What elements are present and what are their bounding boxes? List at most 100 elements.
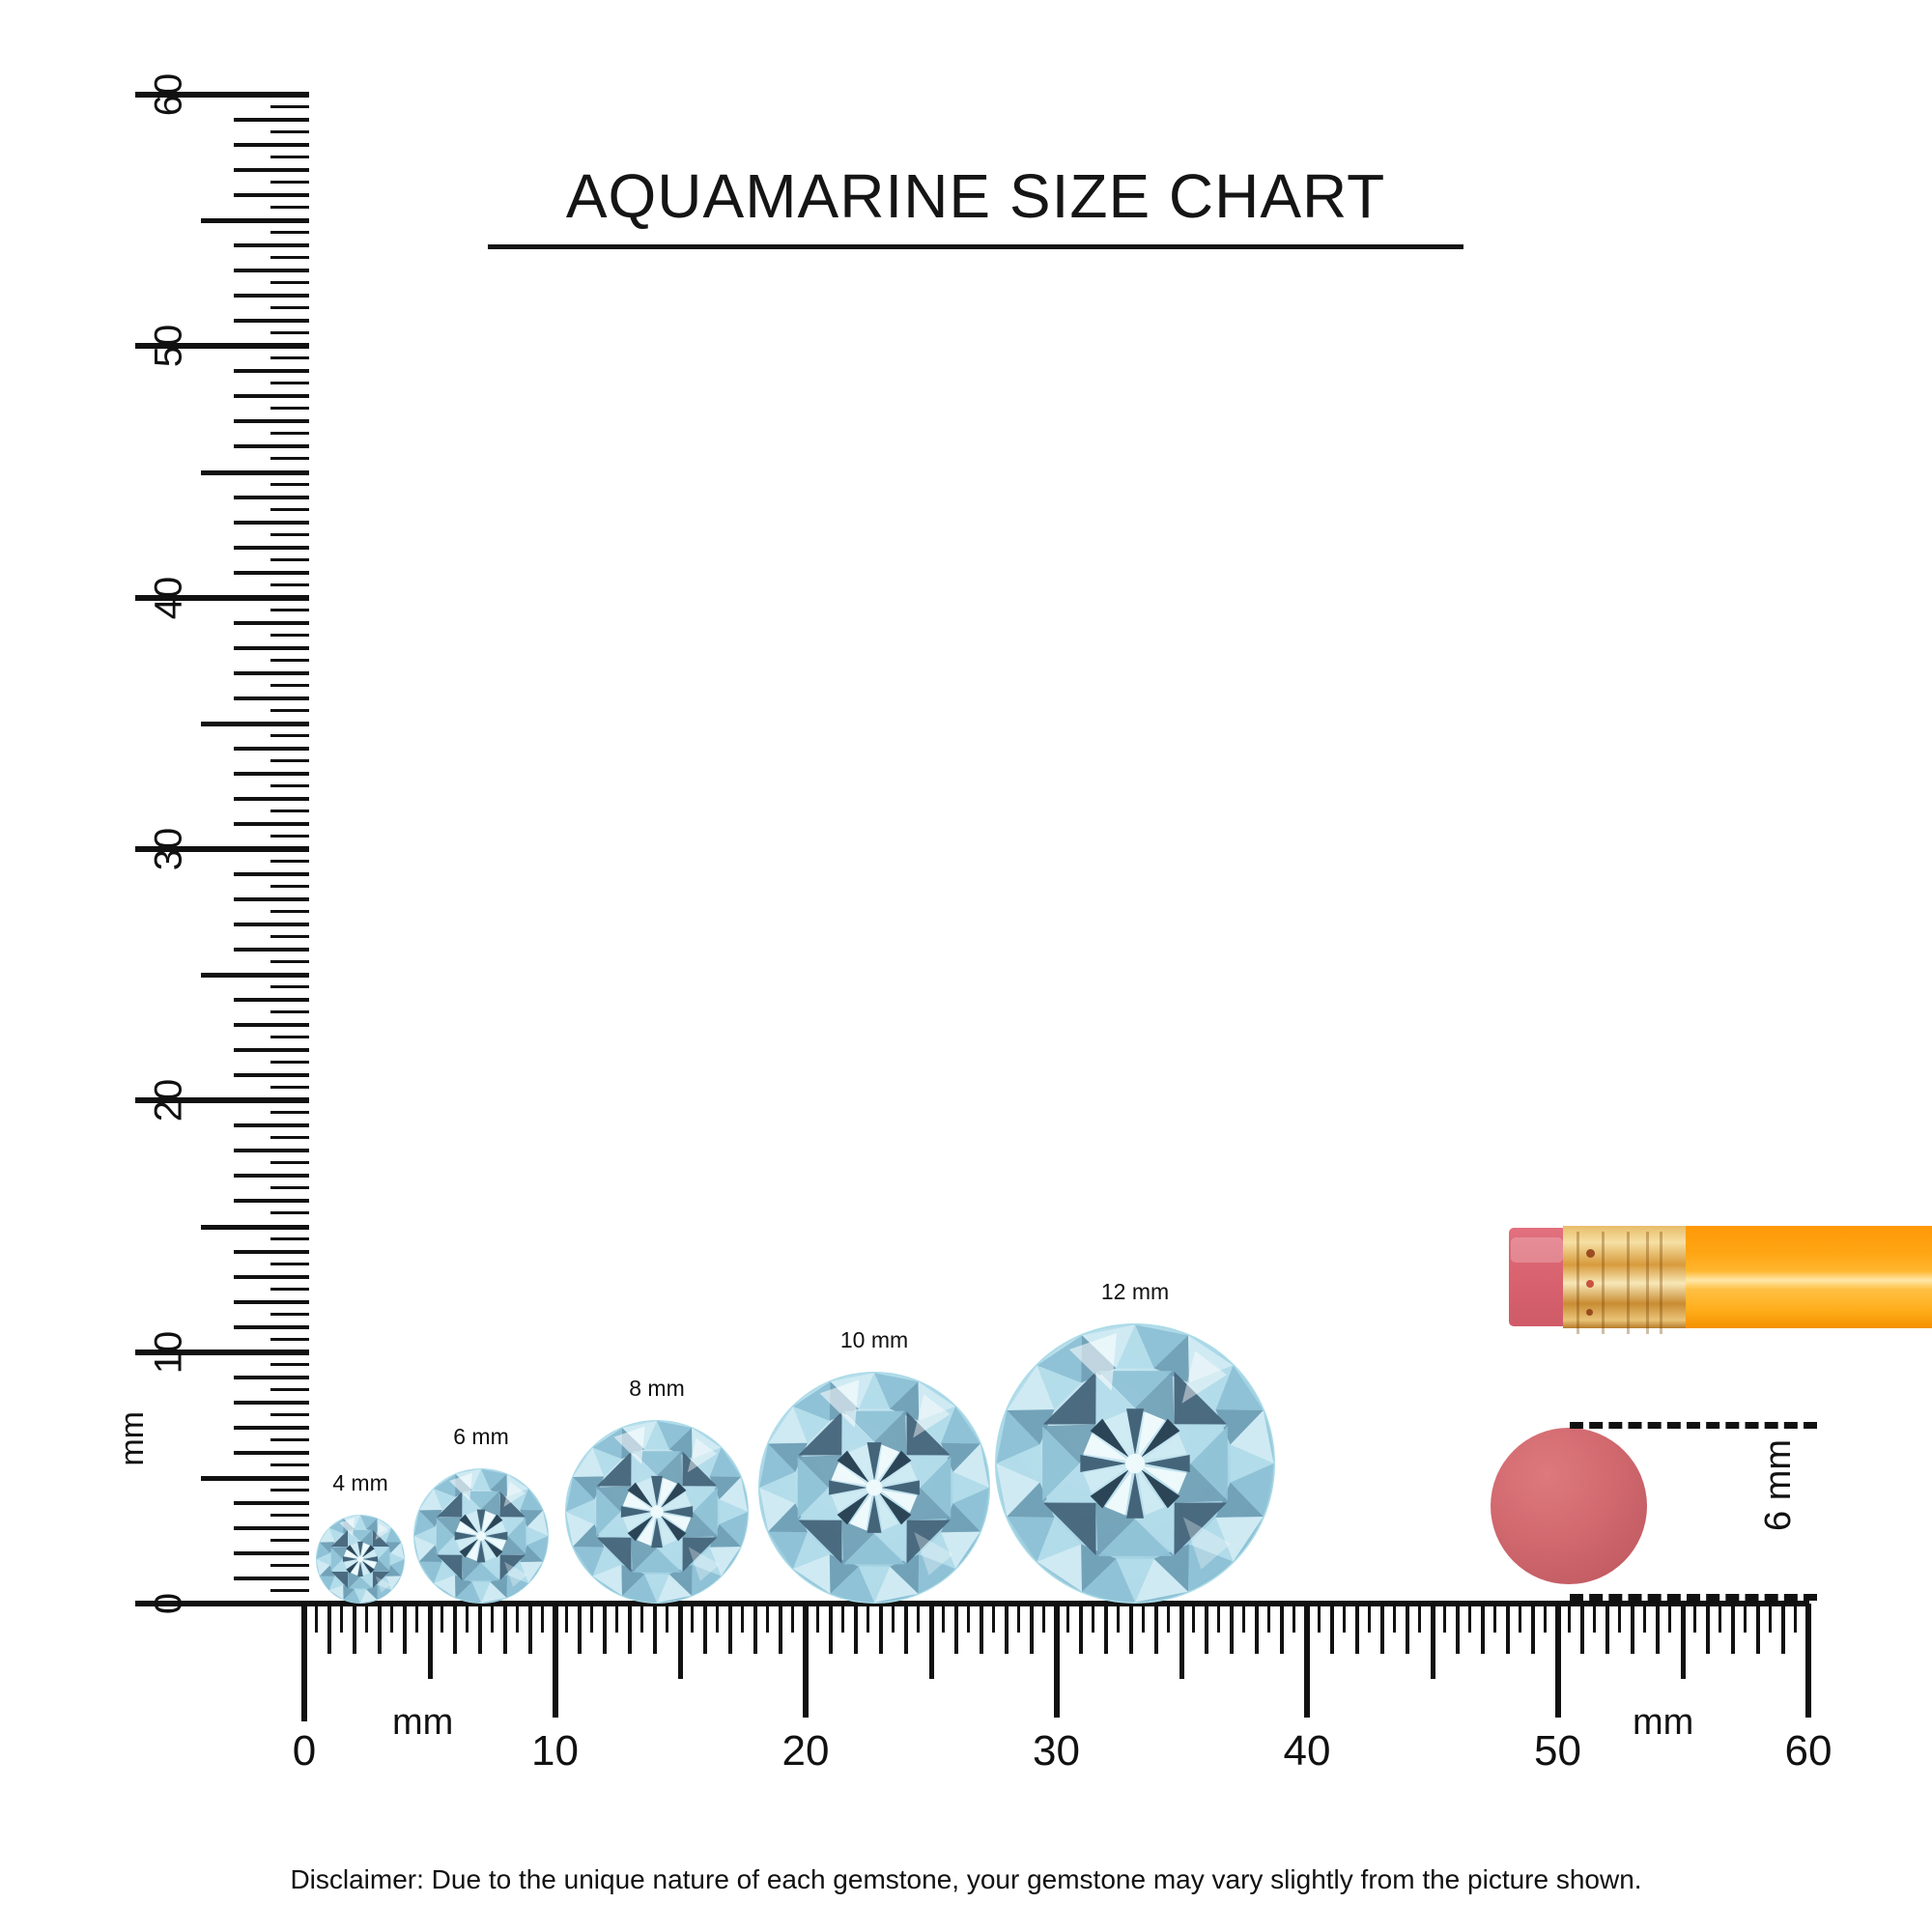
vertical-ruler-tick xyxy=(201,973,309,979)
horizontal-ruler-tick xyxy=(477,1604,482,1654)
vertical-ruler-tick xyxy=(201,1475,309,1481)
horizontal-ruler-tick xyxy=(1781,1604,1786,1654)
horizontal-ruler-tick xyxy=(1079,1604,1084,1654)
gemstone-group[interactable]: 12 mm xyxy=(995,1279,1275,1604)
vertical-ruler-tick xyxy=(270,708,309,712)
vertical-ruler-tick xyxy=(234,1023,309,1028)
vertical-ruler-tick xyxy=(201,721,309,726)
horizontal-ruler-tick xyxy=(691,1604,695,1633)
horizontal-ruler-tick xyxy=(966,1604,970,1633)
horizontal-ruler-tick xyxy=(389,1604,393,1633)
vertical-ruler-tick xyxy=(234,394,309,399)
horizontal-ruler-label: 50 xyxy=(1534,1727,1581,1775)
gemstone-group[interactable]: 4 mm xyxy=(316,1470,405,1604)
vertical-ruler-tick xyxy=(234,645,309,650)
vertical-ruler-tick xyxy=(270,1312,309,1316)
eraser-disc-reference xyxy=(1491,1428,1647,1584)
horizontal-ruler-tick xyxy=(490,1604,494,1633)
horizontal-ruler-tick xyxy=(1104,1604,1109,1654)
gemstone-group[interactable]: 8 mm xyxy=(565,1376,749,1604)
horizontal-ruler-tick xyxy=(678,1604,684,1679)
vertical-ruler-tick xyxy=(270,331,309,335)
vertical-ruler-tick xyxy=(234,168,309,173)
horizontal-ruler-unit-label-left: mm xyxy=(392,1702,454,1743)
horizontal-ruler-tick xyxy=(452,1604,457,1654)
gemstone-group[interactable]: 10 mm xyxy=(758,1327,990,1604)
horizontal-ruler-tick xyxy=(753,1604,758,1654)
vertical-ruler-tick xyxy=(270,1538,309,1542)
vertical-ruler-tick xyxy=(270,457,309,461)
gemstone-icon[interactable] xyxy=(316,1515,405,1604)
gemstone-icon[interactable] xyxy=(995,1323,1275,1604)
horizontal-ruler-tick xyxy=(666,1604,669,1633)
vertical-ruler-tick xyxy=(270,910,309,914)
vertical-ruler-tick xyxy=(270,482,309,486)
vertical-ruler-tick xyxy=(270,1061,309,1065)
vertical-ruler-tick xyxy=(234,897,309,902)
horizontal-ruler-tick xyxy=(741,1604,745,1633)
horizontal-ruler-tick xyxy=(1217,1604,1221,1633)
vertical-ruler-tick xyxy=(234,1324,309,1329)
vertical-ruler-tick xyxy=(234,419,309,424)
horizontal-ruler-tick xyxy=(1293,1604,1296,1633)
horizontal-ruler-tick xyxy=(953,1604,958,1654)
vertical-ruler-tick xyxy=(234,193,309,198)
horizontal-ruler-tick xyxy=(1154,1604,1159,1654)
horizontal-ruler-tick xyxy=(1467,1604,1471,1633)
vertical-ruler-tick xyxy=(234,771,309,776)
pencil-body-icon xyxy=(1686,1226,1932,1328)
gemstone-group[interactable]: 6 mm xyxy=(413,1424,549,1604)
gemstone-icon[interactable] xyxy=(413,1468,549,1604)
horizontal-ruler-tick xyxy=(1329,1604,1334,1654)
horizontal-ruler-tick xyxy=(1342,1604,1346,1633)
vertical-ruler-tick xyxy=(270,683,309,687)
horizontal-ruler-tick xyxy=(1430,1604,1435,1679)
horizontal-ruler-tick xyxy=(1731,1604,1736,1654)
horizontal-ruler-tick xyxy=(1455,1604,1460,1654)
horizontal-ruler-tick xyxy=(1706,1604,1711,1654)
vertical-ruler-tick xyxy=(270,256,309,260)
horizontal-ruler-tick xyxy=(1230,1604,1235,1654)
vertical-ruler-tick xyxy=(270,1111,309,1115)
vertical-ruler-tick xyxy=(234,872,309,877)
vertical-ruler-tick xyxy=(270,382,309,385)
horizontal-ruler-tick xyxy=(1631,1604,1635,1654)
vertical-ruler-tick xyxy=(270,658,309,662)
gemstone-icon[interactable] xyxy=(758,1372,990,1604)
horizontal-ruler-tick xyxy=(440,1604,443,1633)
vertical-ruler-tick xyxy=(234,670,309,675)
vertical-ruler-tick xyxy=(270,608,309,611)
horizontal-ruler-tick xyxy=(603,1604,608,1654)
vertical-ruler-tick xyxy=(270,1437,309,1441)
horizontal-ruler-tick xyxy=(1004,1604,1009,1654)
horizontal-ruler-tick xyxy=(640,1604,644,1633)
horizontal-ruler-tick xyxy=(427,1604,433,1679)
vertical-ruler-tick xyxy=(234,1073,309,1078)
horizontal-ruler-tick xyxy=(1267,1604,1271,1633)
horizontal-ruler-tick xyxy=(791,1604,795,1633)
vertical-ruler-tick xyxy=(270,1362,309,1366)
pencil-eraser-icon xyxy=(1509,1228,1565,1326)
horizontal-ruler-tick xyxy=(1744,1604,1747,1633)
vertical-ruler-tick xyxy=(270,1387,309,1391)
horizontal-ruler-tick xyxy=(1142,1604,1146,1633)
gemstone-icon[interactable] xyxy=(565,1420,749,1604)
horizontal-ruler-tick xyxy=(1618,1604,1622,1633)
vertical-ruler-tick xyxy=(135,594,309,601)
horizontal-ruler-label: 40 xyxy=(1283,1727,1331,1775)
vertical-ruler-tick xyxy=(234,696,309,700)
horizontal-ruler-tick xyxy=(1205,1604,1209,1654)
vertical-ruler-tick xyxy=(234,294,309,298)
vertical-ruler-label: 60 xyxy=(147,72,190,117)
horizontal-ruler-tick xyxy=(828,1604,833,1654)
vertical-ruler-tick xyxy=(270,1488,309,1492)
vertical-ruler-tick xyxy=(270,105,309,109)
horizontal-ruler-tick xyxy=(716,1604,720,1633)
horizontal-ruler-tick xyxy=(815,1604,819,1633)
horizontal-ruler-tick xyxy=(1405,1604,1409,1654)
vertical-ruler-tick xyxy=(234,1576,309,1580)
horizontal-ruler-tick xyxy=(1280,1604,1285,1654)
horizontal-ruler-tick xyxy=(1769,1604,1773,1633)
